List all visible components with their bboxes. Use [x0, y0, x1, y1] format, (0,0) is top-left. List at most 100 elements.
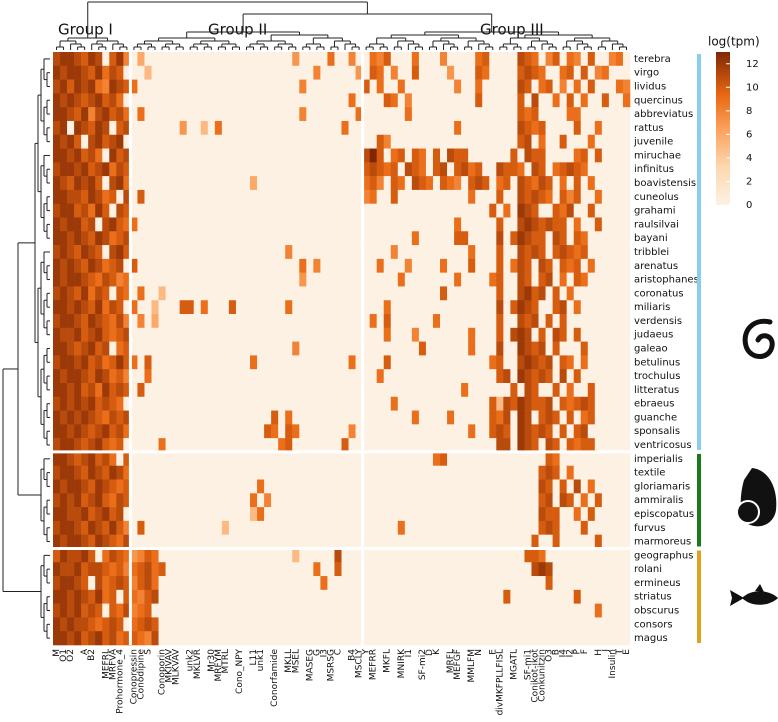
cell: [215, 590, 222, 604]
cell: [588, 424, 595, 438]
cell: [349, 273, 356, 287]
cell: [419, 93, 426, 107]
cell: [313, 548, 320, 562]
cell: [152, 535, 159, 549]
cell: [510, 52, 517, 66]
cell: [159, 631, 166, 645]
cell: [137, 631, 144, 645]
cell: [419, 176, 426, 190]
cell: [489, 355, 496, 369]
cell: [609, 521, 616, 535]
cell: [67, 355, 74, 369]
cell: [531, 521, 538, 535]
cell: [391, 162, 398, 176]
cell: [166, 121, 173, 135]
cell: [405, 286, 412, 300]
cell: [461, 617, 468, 631]
cell: [602, 631, 609, 645]
cell: [334, 176, 341, 190]
cell: [271, 411, 278, 425]
cell: [257, 397, 264, 411]
cell: [187, 369, 194, 383]
cell: [412, 342, 419, 356]
cell: [468, 286, 475, 300]
cell: [447, 493, 454, 507]
cell: [412, 231, 419, 245]
cell: [166, 617, 173, 631]
cell: [144, 355, 151, 369]
cell: [419, 300, 426, 314]
cell: [187, 355, 194, 369]
cell: [581, 438, 588, 452]
cell: [285, 217, 292, 231]
cell: [180, 411, 187, 425]
cell: [602, 548, 609, 562]
cell: [553, 383, 560, 397]
cell: [250, 397, 257, 411]
cell: [215, 273, 222, 287]
cell: [510, 300, 517, 314]
cell: [53, 397, 60, 411]
cell: [567, 190, 574, 204]
cell: [102, 231, 109, 245]
cell: [531, 466, 538, 480]
legend-tick-label: 0: [746, 200, 752, 211]
cell: [243, 535, 250, 549]
cell: [320, 521, 327, 535]
cell: [419, 259, 426, 273]
cell: [313, 507, 320, 521]
cell: [306, 314, 313, 328]
cell: [180, 314, 187, 328]
cell: [187, 66, 194, 80]
cell: [194, 466, 201, 480]
cell: [243, 190, 250, 204]
cell: [264, 204, 271, 218]
cell: [144, 107, 151, 121]
cell: [524, 424, 531, 438]
cell: [327, 562, 334, 576]
cell: [137, 259, 144, 273]
cell: [67, 231, 74, 245]
cell: [166, 466, 173, 480]
cell: [426, 300, 433, 314]
cell: [419, 521, 426, 535]
cell: [398, 617, 405, 631]
cell: [334, 604, 341, 618]
cell: [243, 259, 250, 273]
cell: [616, 204, 623, 218]
cell: [243, 493, 250, 507]
cell: [243, 383, 250, 397]
cell: [137, 52, 144, 66]
cell: [327, 107, 334, 121]
cell: [440, 217, 447, 231]
cell: [574, 273, 581, 287]
cell: [342, 149, 349, 163]
cell: [447, 590, 454, 604]
cell: [236, 480, 243, 494]
cell: [426, 204, 433, 218]
cell: [440, 548, 447, 562]
cell: [144, 590, 151, 604]
cell: [384, 548, 391, 562]
cell: [116, 190, 123, 204]
cell: [588, 300, 595, 314]
cell: [602, 604, 609, 618]
cell: [137, 355, 144, 369]
cell: [159, 424, 166, 438]
cell: [609, 466, 616, 480]
cell: [180, 604, 187, 618]
cell: [194, 300, 201, 314]
cell: [243, 397, 250, 411]
cell: [229, 231, 236, 245]
cell: [517, 300, 524, 314]
cell: [250, 424, 257, 438]
cell: [560, 259, 567, 273]
cell: [180, 328, 187, 342]
cell: [489, 521, 496, 535]
cell: [102, 107, 109, 121]
cell: [567, 590, 574, 604]
cell: [264, 355, 271, 369]
cell: [222, 286, 229, 300]
cell: [468, 562, 475, 576]
cell: [426, 369, 433, 383]
